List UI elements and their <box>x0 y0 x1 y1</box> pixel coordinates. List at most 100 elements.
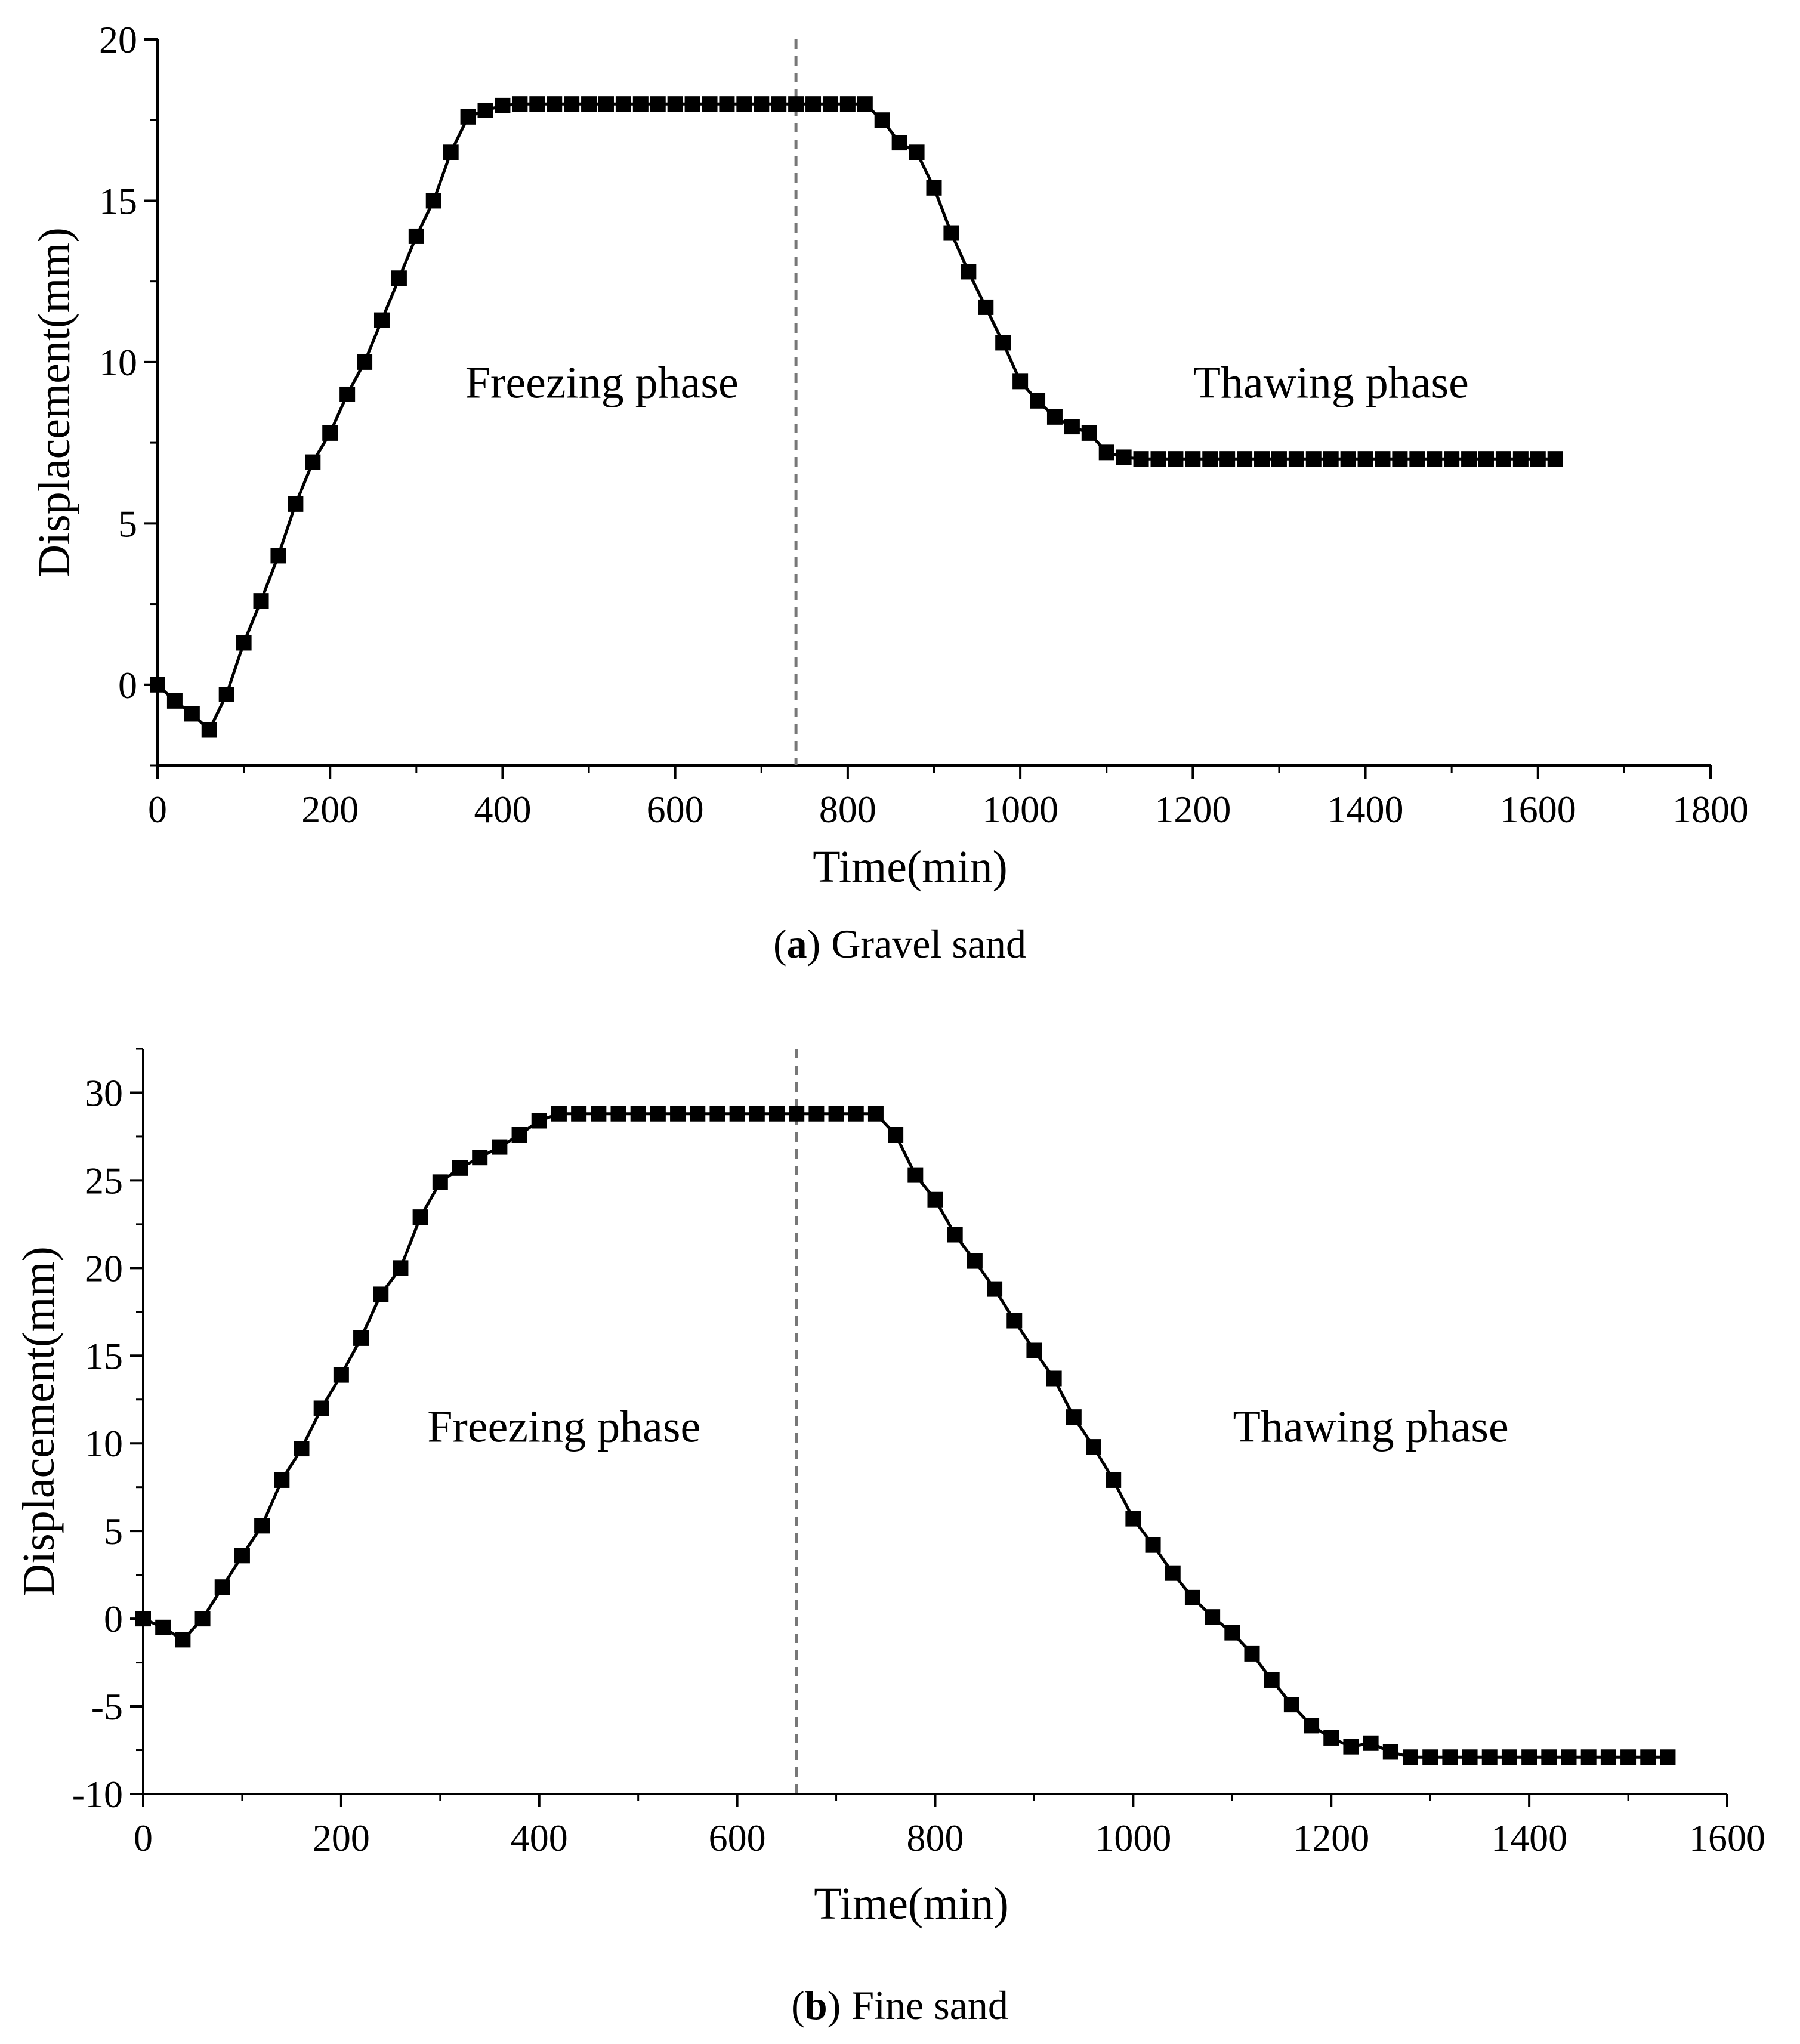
data-point-a <box>391 270 407 286</box>
data-point-a <box>632 96 649 112</box>
y-tick-label-a: 0 <box>118 664 137 706</box>
series-line-a <box>156 102 1555 731</box>
data-point-b <box>709 1106 725 1122</box>
data-point-a <box>1064 419 1080 435</box>
data-point-a <box>805 96 822 112</box>
y-tick-label-b: 0 <box>104 1598 123 1640</box>
data-point-a <box>1150 451 1166 467</box>
data-point-a <box>891 135 907 151</box>
x-tick-label-b: 1400 <box>1491 1817 1567 1859</box>
annotations-b: Freezing phase Thawing phase <box>427 1401 1508 1452</box>
data-point-a <box>1254 451 1270 467</box>
data-point-b <box>1580 1749 1597 1765</box>
data-point-b <box>1403 1749 1418 1765</box>
phase-label-b: Thawing phase <box>1233 1401 1509 1452</box>
x-tick-label-a: 1600 <box>1500 788 1576 830</box>
data-point-b <box>1640 1749 1656 1765</box>
data-point-a <box>719 96 735 112</box>
data-point-b <box>254 1518 270 1534</box>
data-point-a <box>1081 425 1097 441</box>
data-point-b <box>1264 1672 1280 1688</box>
data-point-b <box>1481 1749 1498 1765</box>
data-point-b <box>234 1548 250 1564</box>
data-point-b <box>630 1106 646 1122</box>
data-point-b <box>591 1106 607 1122</box>
y-tick-label-b: 5 <box>104 1510 123 1552</box>
data-point-a <box>702 96 718 112</box>
y-axis-title-a: Displacement(mm) <box>29 227 79 578</box>
data-point-a <box>357 354 373 370</box>
chart-panel-b: 0 200 400 600 800 1000 1200 1400 1600 -10 -5 0 5 10 1… <box>14 1048 1765 2028</box>
data-point-a <box>339 386 356 402</box>
data-point-a <box>1012 373 1029 390</box>
data-point-a <box>184 706 200 722</box>
data-point-a <box>305 454 321 470</box>
data-point-b <box>1244 1645 1260 1662</box>
data-point-a <box>477 102 493 118</box>
data-point-a <box>1237 451 1253 467</box>
data-point-a <box>495 97 511 113</box>
data-point-b <box>1224 1625 1240 1641</box>
data-point-b <box>333 1367 349 1383</box>
data-point-a <box>943 225 959 241</box>
data-point-a <box>373 312 390 328</box>
data-point-b <box>1600 1749 1616 1765</box>
phase-label-a: Thawing phase <box>1193 357 1469 407</box>
data-point-a <box>1461 451 1477 467</box>
data-point-a <box>995 335 1011 351</box>
data-point-b <box>888 1127 904 1143</box>
data-point-b <box>867 1106 884 1122</box>
data-point-b <box>1184 1589 1200 1605</box>
data-point-a <box>1219 451 1236 467</box>
data-point-b <box>511 1127 527 1143</box>
y-tick-label-b: -10 <box>72 1773 123 1815</box>
data-point-a <box>754 96 770 112</box>
data-point-b <box>194 1611 211 1627</box>
data-point-b <box>1086 1439 1101 1455</box>
x-tick-label-b: 1200 <box>1293 1817 1369 1859</box>
caption-a-text: Gravel sand <box>831 921 1026 967</box>
caption-b-letter: b <box>805 1983 828 2028</box>
data-point-a <box>926 180 942 196</box>
data-point-b <box>472 1150 488 1166</box>
annotations-a: Freezing phase Thawing phase <box>465 357 1469 407</box>
data-point-a <box>1323 451 1339 467</box>
data-point-b <box>927 1191 943 1208</box>
data-point-b <box>155 1619 171 1635</box>
data-point-a <box>1046 409 1063 425</box>
chart-panel-a: 0 200 400 600 800 1000 1200 1400 1600 1800 0 5 10 15… <box>29 18 1749 967</box>
data-point-b <box>1620 1749 1637 1765</box>
data-point-a <box>1168 451 1184 467</box>
data-point-a <box>529 96 545 112</box>
data-point-b <box>987 1281 1003 1297</box>
data-point-b <box>1283 1697 1299 1713</box>
x-tick-label-a: 1000 <box>982 788 1058 830</box>
x-tick-label-a: 0 <box>148 788 167 830</box>
x-tick-label-b: 1600 <box>1689 1817 1765 1859</box>
x-tick-label-a: 400 <box>474 788 531 830</box>
x-tick-label-b: 0 <box>134 1817 153 1859</box>
x-tick-label-b: 600 <box>709 1817 766 1859</box>
data-point-a <box>460 109 476 125</box>
data-point-b <box>531 1113 547 1129</box>
data-point-b <box>432 1174 448 1190</box>
data-point-b <box>1660 1749 1676 1765</box>
series-b <box>135 1106 1676 1765</box>
data-point-a <box>1305 451 1322 467</box>
data-point-a <box>1116 449 1132 465</box>
data-point-b <box>1501 1749 1517 1765</box>
data-point-b <box>690 1106 706 1122</box>
data-point-a <box>322 425 338 441</box>
data-point-b <box>353 1330 369 1346</box>
caption-b-close: ) <box>828 1983 841 2028</box>
data-point-b <box>551 1106 567 1122</box>
data-point-a <box>408 228 424 244</box>
caption-a-open: ( <box>773 921 787 967</box>
caption-b-text: Fine sand <box>851 1983 1008 2028</box>
data-point-b <box>1521 1749 1537 1765</box>
data-point-a <box>839 96 856 112</box>
data-point-b <box>1382 1744 1398 1760</box>
data-point-b <box>175 1632 191 1648</box>
data-point-b <box>610 1106 626 1122</box>
data-point-a <box>857 96 873 112</box>
